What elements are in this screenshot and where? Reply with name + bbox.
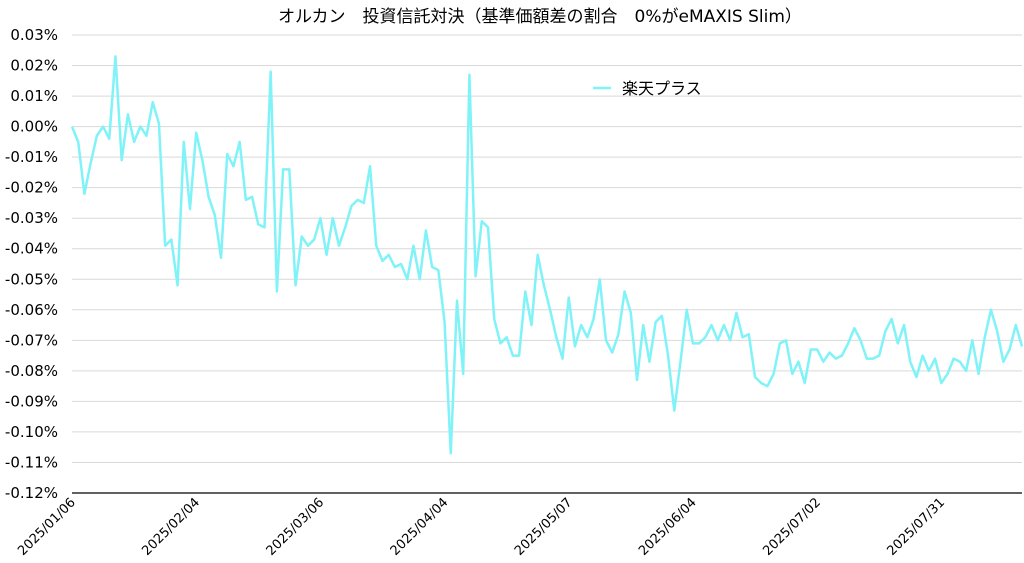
- y-tick-label: -0.03%: [5, 209, 58, 227]
- y-tick-label: -0.07%: [5, 331, 58, 349]
- y-tick-label: 0.01%: [10, 87, 58, 105]
- y-tick-label: 0.03%: [10, 26, 58, 44]
- y-tick-label: -0.02%: [5, 179, 58, 197]
- y-tick-label: -0.12%: [5, 484, 58, 502]
- y-tick-label: -0.06%: [5, 301, 58, 319]
- y-tick-label: -0.04%: [5, 240, 58, 258]
- legend: 楽天プラス: [593, 79, 702, 98]
- y-tick-label: -0.09%: [5, 392, 58, 410]
- y-tick-label: -0.08%: [5, 362, 58, 380]
- y-tick-label: -0.05%: [5, 270, 58, 288]
- x-tick-label: 2025/03/06: [264, 495, 328, 559]
- x-tick-label: 2025/06/04: [636, 495, 700, 559]
- y-tick-label: -0.10%: [5, 423, 58, 441]
- x-tick-label: 2025/07/31: [885, 495, 949, 559]
- x-tick-label: 2025/07/02: [760, 495, 824, 559]
- chart-title: オルカン 投資信託対決（基準価額差の割合 0%がeMAXIS Slim）: [278, 7, 802, 27]
- x-tick-label: 2025/05/07: [512, 495, 576, 559]
- y-tick-label: 0.02%: [10, 57, 58, 75]
- y-axis-tick-labels: 0.03% 0.02% 0.01% 0.00% -0.01% -0.02% -0.03% -0…: [5, 26, 58, 502]
- x-tick-label: 2025/01/06: [15, 495, 79, 559]
- x-axis-tick-labels: 2025/01/06 2025/02/04 2025/03/06 2025/04/04…: [15, 495, 948, 559]
- y-tick-label: -0.11%: [5, 453, 58, 471]
- series-lines: [70, 55, 1024, 455]
- series-line: [70, 55, 1024, 455]
- x-tick-label: 2025/04/04: [388, 495, 452, 559]
- y-tick-label: 0.00%: [10, 118, 58, 136]
- y-tick-label: -0.01%: [5, 148, 58, 166]
- x-tick-label: 2025/02/04: [139, 495, 203, 559]
- legend-label: 楽天プラス: [622, 79, 702, 98]
- gridlines: [72, 34, 1022, 463]
